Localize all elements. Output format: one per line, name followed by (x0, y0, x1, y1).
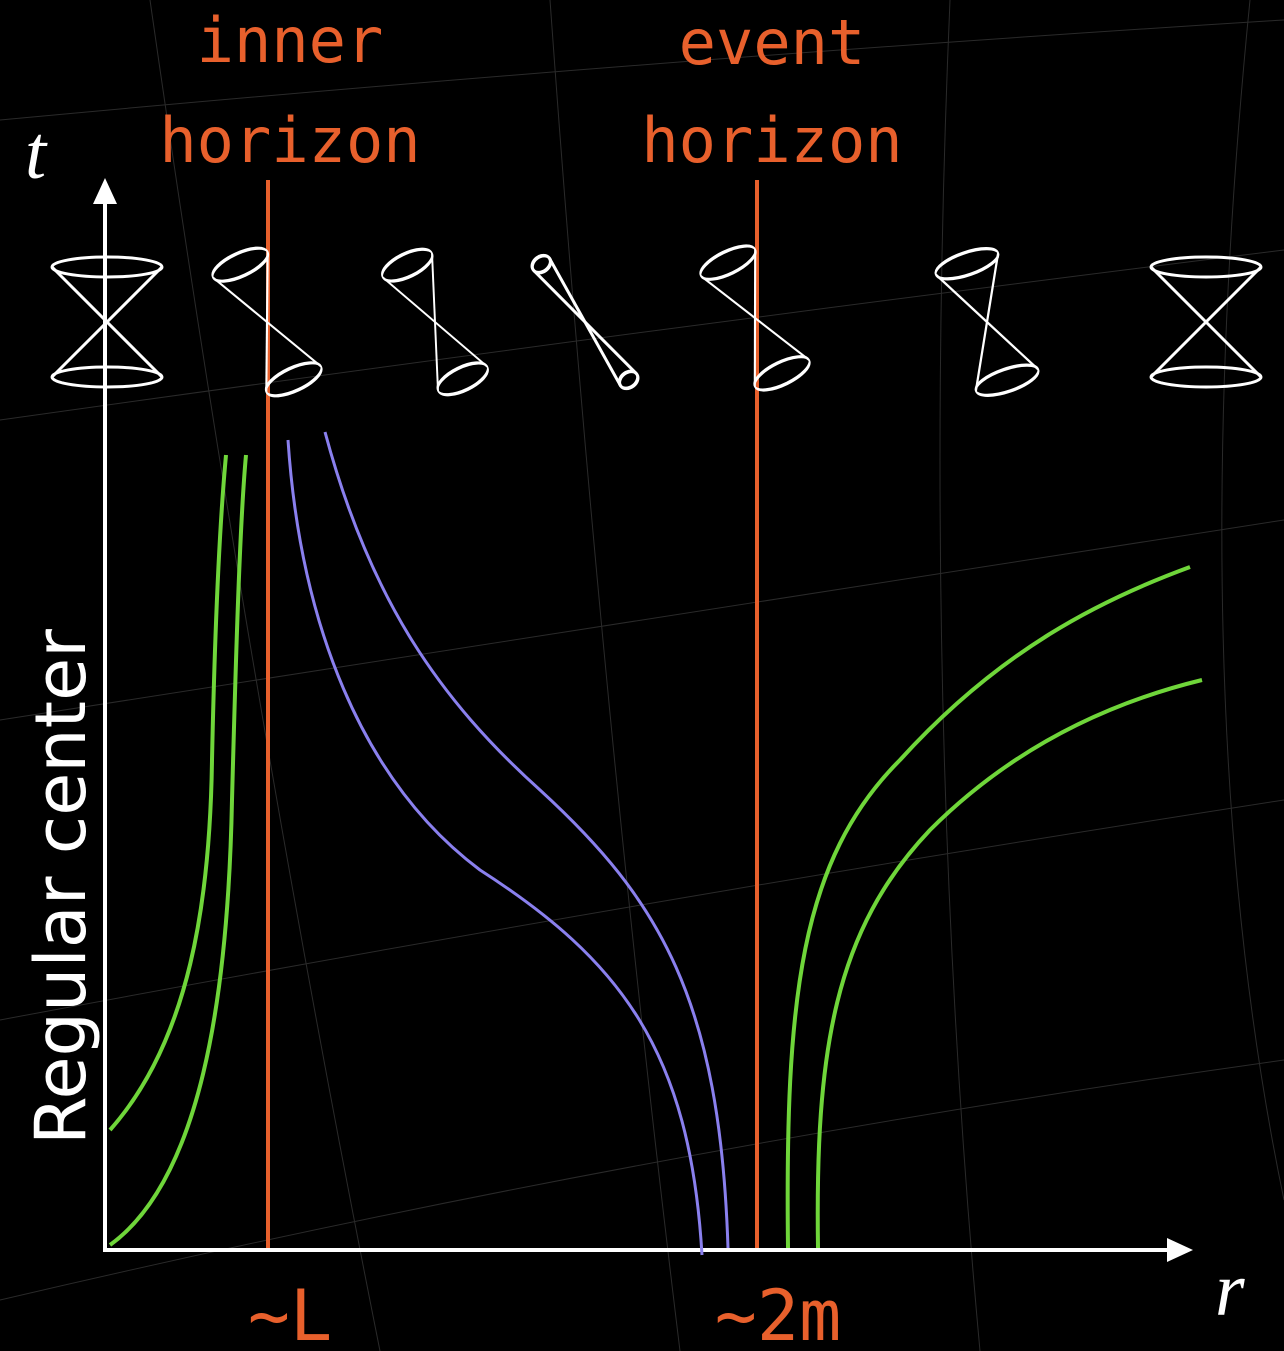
r-axis-label: r (1215, 1248, 1245, 1332)
page: inner horizon event horizon ~L ~2m t r R… (0, 0, 1284, 1351)
t-axis-label: t (25, 111, 48, 195)
horizon-label: horizon (641, 104, 902, 177)
horizon-marker: ~L (248, 1275, 332, 1351)
horizon-label: horizon (159, 104, 420, 177)
diagram: inner horizon event horizon ~L ~2m t r R… (0, 0, 1284, 1351)
horizon-marker: ~2m (715, 1275, 841, 1351)
center-label: Regular center (20, 629, 102, 1145)
background (0, 0, 1284, 1351)
horizon-label: event (679, 6, 866, 79)
horizon-label: inner (197, 4, 384, 77)
